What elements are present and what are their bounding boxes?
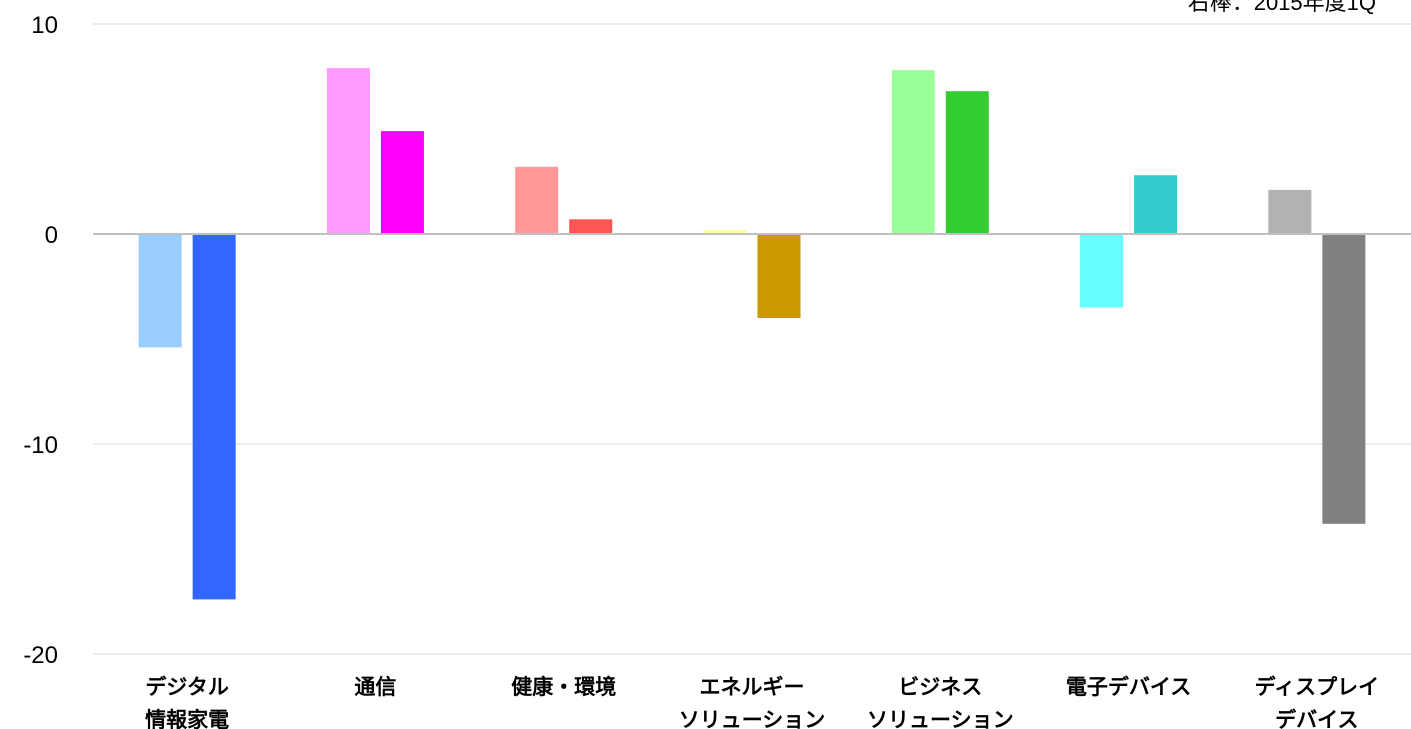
y-tick-label: 10 (31, 12, 58, 39)
left-bar (326, 68, 370, 234)
right-bar (1322, 234, 1366, 524)
right-bar (192, 234, 236, 600)
series-note: 右棒：2015年度1Q (1188, 0, 1376, 15)
y-tick-label: -20 (23, 642, 58, 669)
right-bar (945, 91, 989, 234)
right-bar (757, 234, 801, 318)
category-label: エネルギー (700, 675, 805, 699)
left-bar (1080, 234, 1124, 308)
category-label: 健康・環境 (511, 675, 616, 699)
category-label: 情報家電 (145, 708, 229, 729)
left-bar (515, 166, 559, 234)
right-bar (380, 131, 424, 234)
gridlines (93, 23, 1411, 655)
category-label: ディスプレイ (1255, 675, 1380, 699)
category-label: 通信 (354, 675, 396, 699)
left-bar (138, 234, 182, 348)
right-bar (1134, 175, 1178, 234)
category-label: ソリューション (679, 708, 826, 729)
left-bar (891, 70, 935, 234)
category-label: デジタル (145, 675, 229, 699)
category-label: ビジネス (898, 675, 982, 699)
category-label: デバイス (1275, 708, 1358, 729)
left-bar (1268, 189, 1312, 234)
category-label: 電子デバイス (1066, 675, 1191, 699)
y-tick-label: 0 (45, 222, 58, 249)
category-label: ソリューション (867, 708, 1014, 729)
right-bar (569, 219, 613, 234)
bars (138, 68, 1366, 600)
left-bar (703, 229, 747, 234)
y-tick-label: -10 (23, 432, 58, 459)
